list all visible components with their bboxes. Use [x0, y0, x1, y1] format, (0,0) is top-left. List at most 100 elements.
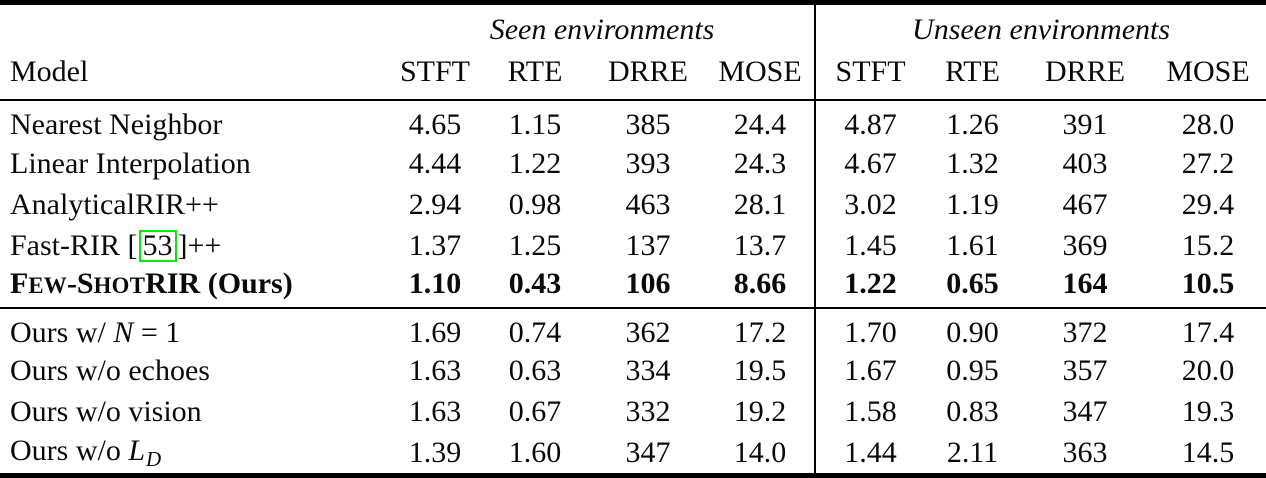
metric-value: 1.60: [508, 435, 562, 469]
group-header-seen: Seen environments: [489, 13, 715, 46]
model-name: Ours w/o vision: [0, 392, 390, 433]
metric-value: 347: [625, 435, 671, 469]
model-name-part: = 1: [133, 315, 181, 349]
metric-value: 14.0: [733, 435, 787, 469]
metric-value: 467: [1062, 187, 1108, 221]
ablations-section: Ours w/ N = 1 1.69 0.74 362 17.2 1.70 0.90 372 1…: [0, 307, 1266, 476]
table-row: Fast-RIR [53]++ 1.37 1.25 137 13.7 1.45 1.61 36…: [0, 225, 1266, 267]
model-name-part: Ours w/: [10, 315, 114, 349]
metric-value: 19.2: [733, 395, 787, 429]
metric-value: 1.67: [814, 350, 926, 392]
metric-value: 2.11: [946, 435, 999, 469]
metric-value: 17.4: [1181, 315, 1235, 349]
group-header-unseen: Unseen environments: [814, 2, 1266, 51]
metric-value: 19.3: [1181, 395, 1235, 429]
metric-value: 24.4: [733, 108, 787, 142]
col-header-rte-unseen: RTE: [925, 51, 1021, 101]
model-name-part: D: [146, 446, 162, 471]
metric-value: 4.67: [814, 143, 926, 185]
metric-value: 0.63: [508, 354, 562, 388]
table-row: FEW-SHOTRIR (Ours) 1.10 0.43 106 8.66 1.22 0.6…: [0, 266, 1266, 309]
metric-value: 1.63: [408, 354, 462, 388]
model-name-part: Linear Interpolation: [10, 146, 251, 180]
metric-value: 0.74: [508, 315, 562, 349]
baselines-section: Nearest Neighbor 4.65 1.15 385 24.4 4.87 1.26 3…: [0, 100, 1266, 309]
metric-value: 4.65: [408, 108, 462, 142]
metric-value: 14.5: [1181, 435, 1235, 469]
metric-value: 106: [590, 266, 706, 309]
metric-value: 391: [1062, 108, 1108, 142]
col-header-stft-unseen: STFT: [814, 51, 926, 101]
metric-value: 27.2: [1181, 146, 1235, 180]
metric-value: 17.2: [733, 315, 787, 349]
model-column-header: Model: [0, 51, 390, 101]
metric-value: 28.1: [733, 187, 787, 221]
metric-value: 332: [625, 395, 671, 429]
model-name-part: ]++: [177, 228, 222, 262]
metric-value: 4.87: [814, 100, 926, 144]
table-row: Ours w/o echoes 1.63 0.63 334 19.5 1.67 0.95 35…: [0, 350, 1266, 392]
model-name: AnalyticalRIR++: [0, 184, 390, 225]
metric-header-row: Model STFT RTE DRRE MOSE STFT RTE DRRE M…: [0, 51, 1266, 101]
model-name-part: HOT: [93, 273, 146, 299]
model-name-part: RIR (Ours): [145, 267, 293, 301]
model-column-spacer: [0, 3, 390, 52]
metric-value: 0.83: [946, 395, 999, 429]
metric-value: 29.4: [1181, 187, 1235, 221]
metric-value: 372: [1062, 315, 1108, 349]
model-name-part: Nearest Neighbor: [10, 108, 223, 142]
metric-value: 393: [625, 146, 671, 180]
model-name-part: N: [113, 315, 134, 349]
metric-value: 13.7: [733, 228, 787, 262]
metric-value: 1.61: [946, 228, 999, 262]
metric-value: 1.45: [814, 225, 926, 267]
model-name-part: EW: [28, 273, 67, 299]
metric-value: 1.19: [946, 187, 999, 221]
metric-value: 1.44: [814, 432, 926, 476]
model-name: FEW-SHOTRIR (Ours): [0, 266, 390, 309]
metric-value: 0.90: [946, 315, 999, 349]
metric-value: 1.58: [814, 391, 926, 433]
metric-value: 8.66: [706, 266, 816, 309]
metric-value: 3.02: [814, 184, 926, 226]
environment-group-header-row: Seen environments Unseen environments: [0, 2, 1266, 52]
metric-value: 1.70: [814, 307, 926, 351]
metric-value: 1.22: [814, 266, 926, 309]
col-header-mose-unseen: MOSE: [1150, 51, 1266, 101]
metric-value: 15.2: [1181, 228, 1235, 262]
col-header-drre-unseen: DRRE: [1020, 51, 1151, 101]
table-row: Nearest Neighbor 4.65 1.15 385 24.4 4.87 1.26 3…: [0, 100, 1266, 144]
metric-value: 0.65: [925, 266, 1021, 309]
metric-value: 363: [1062, 435, 1108, 469]
model-name-part: Ours w/o echoes: [10, 354, 210, 388]
metric-value: 1.22: [508, 146, 562, 180]
metric-value: 463: [625, 187, 671, 221]
metric-value: 19.5: [733, 354, 787, 388]
table-row: Ours w/ N = 1 1.69 0.74 362 17.2 1.70 0.90 372 1…: [0, 307, 1266, 351]
metric-value: 1.26: [946, 108, 999, 142]
model-name-part: Ours w/o: [10, 434, 129, 468]
model-name-part: Ours w/o vision: [10, 395, 202, 429]
metric-value: 0.67: [508, 395, 562, 429]
metric-value: 0.43: [480, 266, 590, 309]
metric-value: 28.0: [1181, 108, 1235, 142]
metric-value: 1.25: [508, 228, 562, 262]
metric-value: 10.5: [1150, 266, 1266, 309]
model-name: Fast-RIR [53]++: [0, 225, 390, 266]
metric-value: 0.95: [946, 354, 999, 388]
metric-value: 1.15: [508, 108, 562, 142]
metric-value: 403: [1062, 146, 1108, 180]
metric-value: 1.32: [946, 146, 999, 180]
col-header-drre-seen: DRRE: [590, 51, 706, 101]
metric-value: 369: [1062, 228, 1108, 262]
metric-value: 385: [625, 108, 671, 142]
model-name-part: AnalyticalRIR++: [10, 187, 219, 221]
metric-value: 1.37: [408, 228, 462, 262]
citation-link[interactable]: 53: [138, 229, 177, 263]
model-name: Nearest Neighbor: [0, 100, 390, 143]
metric-value: 1.69: [408, 315, 462, 349]
col-header-stft-seen: STFT: [390, 51, 480, 101]
metric-value: 347: [1062, 395, 1108, 429]
